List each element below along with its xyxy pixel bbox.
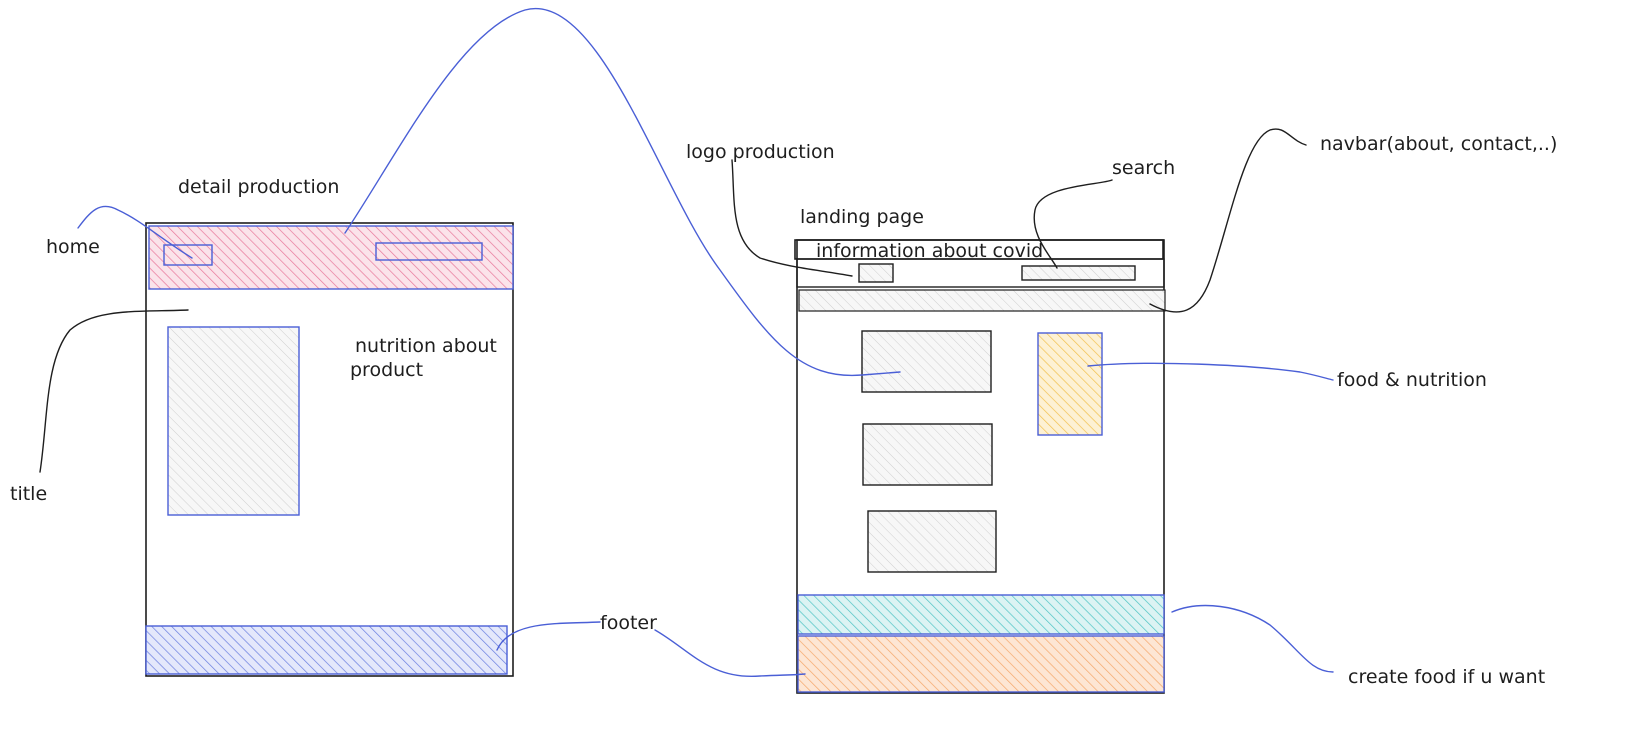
connector-food-nutrition	[1087, 362, 1334, 381]
connector-navbar	[1149, 128, 1307, 313]
label-food-nutrition: food & nutrition	[1337, 369, 1487, 391]
navbar-box	[798, 289, 1166, 312]
detail-production-frame	[145, 222, 514, 677]
logo-box	[858, 263, 894, 283]
create-food-bar	[797, 594, 1165, 635]
label-logo-production: logo production	[686, 141, 835, 163]
connector-footer-left	[496, 621, 601, 651]
food-nutrition-card	[1037, 332, 1103, 436]
label-landing-page: landing page	[800, 206, 924, 228]
connector-title	[39, 309, 189, 473]
connector-search	[1033, 179, 1113, 269]
label-search: search	[1112, 157, 1175, 179]
detail-product-image	[167, 326, 300, 516]
connector-footer-right	[654, 629, 806, 678]
content-card-2	[862, 423, 993, 486]
search-box	[1021, 265, 1136, 281]
label-nutrition-line1: nutrition about	[355, 335, 497, 357]
landing-footer-bar	[797, 635, 1165, 693]
detail-nav-bar	[375, 242, 483, 261]
label-navbar: navbar(about, contact,..)	[1320, 133, 1557, 155]
content-card-3	[867, 510, 997, 573]
connector-logo	[731, 159, 853, 277]
label-home: home	[46, 236, 100, 258]
label-information-about-covid: information about covid	[816, 240, 1043, 262]
content-card-1	[861, 330, 992, 393]
landing-header	[796, 258, 1165, 288]
label-nutrition-line2: product	[350, 359, 423, 381]
detail-footer-bar	[145, 625, 508, 675]
connector-create-food	[1171, 604, 1334, 673]
label-title: title	[10, 483, 47, 505]
connector-home	[77, 205, 193, 259]
landing-page-frame	[794, 239, 1166, 694]
label-create-food: create food if u want	[1348, 666, 1545, 688]
label-detail-production: detail production	[178, 176, 339, 198]
label-footer: footer	[600, 612, 657, 634]
connector-detail-to-card	[344, 7, 901, 377]
